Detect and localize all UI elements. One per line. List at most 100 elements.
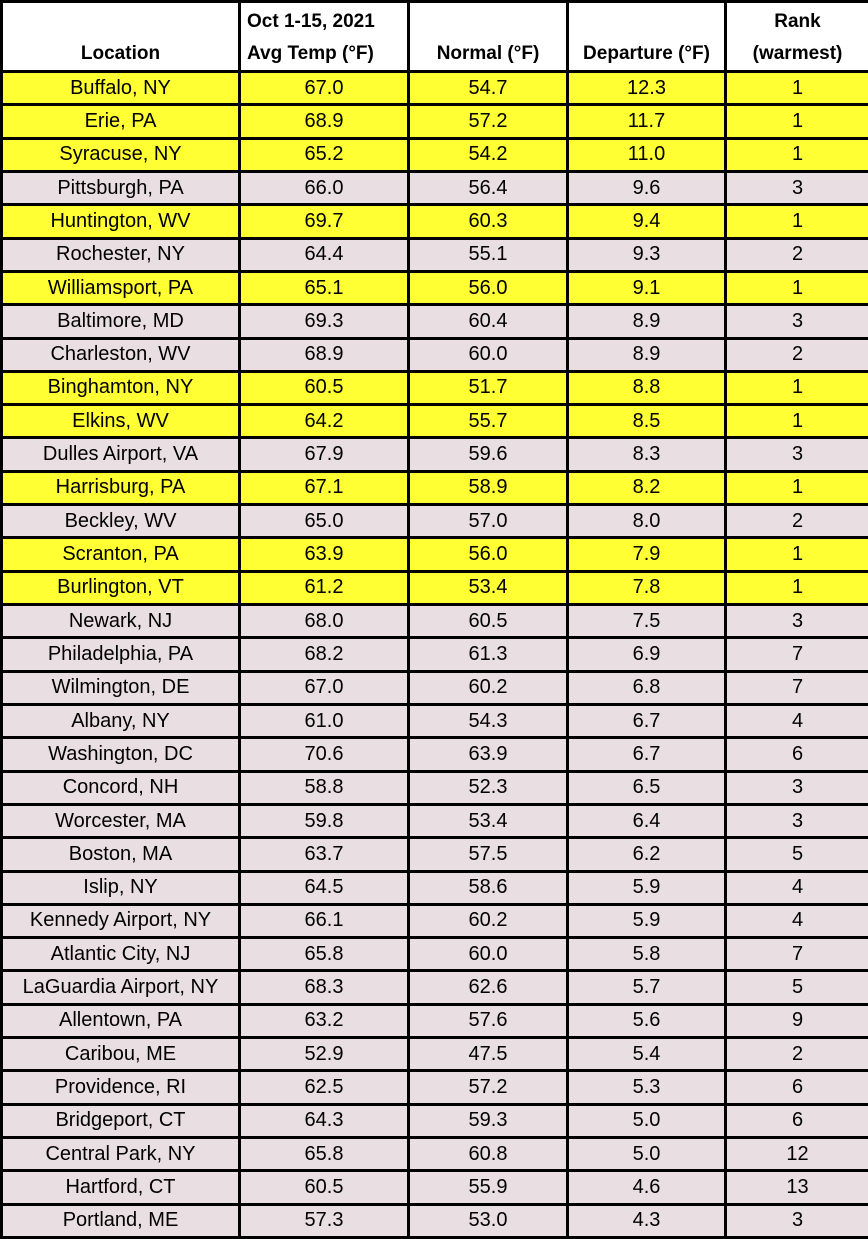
- cell-rank: 2: [724, 336, 868, 373]
- table-row: Beckley, WV 65.0 57.0 8.0 2: [0, 503, 868, 540]
- cell-avg-temp: 59.8: [238, 802, 410, 840]
- cell-location: LaGuardia Airport, NY: [0, 969, 241, 1006]
- table-row: Binghamton, NY 60.5 51.7 8.8 1: [0, 369, 868, 407]
- cell-normal: 57.5: [407, 836, 569, 873]
- table-row: Bridgeport, CT 64.3 59.3 5.0 6: [0, 1102, 868, 1140]
- cell-rank: 3: [724, 769, 868, 806]
- cell-avg-temp: 60.5: [238, 1169, 410, 1206]
- cell-location: Concord, NH: [0, 769, 241, 806]
- cell-avg-temp: 67.0: [238, 669, 410, 706]
- cell-avg-temp: 64.4: [238, 236, 410, 273]
- cell-avg-temp: 57.3: [238, 1202, 410, 1239]
- cell-location: Syracuse, NY: [0, 136, 241, 173]
- cell-rank: 3: [724, 436, 868, 473]
- table-row: Elkins, WV 64.2 55.7 8.5 1: [0, 403, 868, 440]
- cell-rank: 6: [724, 736, 868, 773]
- cell-location: Portland, ME: [0, 1202, 241, 1239]
- cell-normal: 60.8: [407, 1135, 569, 1173]
- cell-location: Charleston, WV: [0, 336, 241, 373]
- table-row: Caribou, ME 52.9 47.5 5.4 2: [0, 1036, 868, 1073]
- cell-normal: 47.5: [407, 1036, 569, 1073]
- cell-normal: 56.4: [407, 169, 569, 207]
- cell-avg-temp: 60.5: [238, 369, 410, 407]
- cell-departure: 5.0: [566, 1135, 727, 1173]
- cell-avg-temp: 70.6: [238, 736, 410, 773]
- header-location-line2: Location: [80, 43, 161, 64]
- cell-location: Baltimore, MD: [0, 303, 241, 340]
- cell-departure: 6.4: [566, 802, 727, 840]
- cell-avg-temp: 65.2: [238, 136, 410, 173]
- cell-departure: 6.5: [566, 769, 727, 806]
- cell-normal: 54.7: [407, 69, 569, 107]
- header-avg-temp-line1: Oct 1-15, 2021: [247, 11, 375, 32]
- cell-rank: 1: [724, 569, 868, 607]
- cell-departure: 6.7: [566, 702, 727, 740]
- cell-location: Allentown, PA: [0, 1002, 241, 1040]
- cell-rank: 3: [724, 1202, 868, 1239]
- cell-departure: 5.9: [566, 869, 727, 906]
- cell-departure: 5.0: [566, 1102, 727, 1140]
- table-row: Central Park, NY 65.8 60.8 5.0 12: [0, 1135, 868, 1173]
- cell-departure: 8.9: [566, 303, 727, 340]
- cell-normal: 55.1: [407, 236, 569, 273]
- cell-location: Washington, DC: [0, 736, 241, 773]
- cell-location: Wilmington, DE: [0, 669, 241, 706]
- table-row: Boston, MA 63.7 57.5 6.2 5: [0, 836, 868, 873]
- cell-avg-temp: 63.7: [238, 836, 410, 873]
- cell-rank: 5: [724, 969, 868, 1006]
- cell-departure: 8.8: [566, 369, 727, 407]
- cell-avg-temp: 65.1: [238, 269, 410, 307]
- cell-departure: 9.1: [566, 269, 727, 307]
- cell-departure: 7.9: [566, 536, 727, 573]
- cell-rank: 12: [724, 1135, 868, 1173]
- cell-normal: 54.2: [407, 136, 569, 173]
- cell-rank: 3: [724, 169, 868, 207]
- cell-normal: 57.2: [407, 1069, 569, 1106]
- header-row: Location Oct 1-15, 2021 Avg Temp (°F) No…: [0, 0, 868, 73]
- cell-location: Elkins, WV: [0, 403, 241, 440]
- cell-normal: 63.9: [407, 736, 569, 773]
- cell-rank: 7: [724, 936, 868, 973]
- table-row: Providence, RI 62.5 57.2 5.3 6: [0, 1069, 868, 1106]
- cell-rank: 13: [724, 1169, 868, 1206]
- header-departure-line2: Departure (°F): [583, 43, 710, 64]
- cell-location: Burlington, VT: [0, 569, 241, 607]
- table-row: Hartford, CT 60.5 55.9 4.6 13: [0, 1169, 868, 1206]
- cell-avg-temp: 65.8: [238, 1135, 410, 1173]
- cell-departure: 11.0: [566, 136, 727, 173]
- cell-location: Beckley, WV: [0, 503, 241, 540]
- cell-avg-temp: 62.5: [238, 1069, 410, 1106]
- cell-avg-temp: 65.0: [238, 503, 410, 540]
- cell-location: Williamsport, PA: [0, 269, 241, 307]
- cell-avg-temp: 65.8: [238, 936, 410, 973]
- table-row: Baltimore, MD 69.3 60.4 8.9 3: [0, 303, 868, 340]
- cell-rank: 4: [724, 902, 868, 940]
- cell-location: Newark, NJ: [0, 602, 241, 640]
- cell-avg-temp: 68.0: [238, 602, 410, 640]
- cell-location: Boston, MA: [0, 836, 241, 873]
- cell-normal: 60.5: [407, 602, 569, 640]
- cell-normal: 57.0: [407, 503, 569, 540]
- cell-departure: 5.6: [566, 1002, 727, 1040]
- cell-departure: 7.8: [566, 569, 727, 607]
- cell-normal: 52.3: [407, 769, 569, 806]
- table-row: Syracuse, NY 65.2 54.2 11.0 1: [0, 136, 868, 173]
- cell-location: Atlantic City, NJ: [0, 936, 241, 973]
- cell-rank: 1: [724, 369, 868, 407]
- cell-avg-temp: 61.2: [238, 569, 410, 607]
- cell-location: Philadelphia, PA: [0, 636, 241, 673]
- cell-normal: 60.0: [407, 336, 569, 373]
- cell-avg-temp: 67.9: [238, 436, 410, 473]
- cell-rank: 7: [724, 636, 868, 673]
- header-location: Location: [0, 0, 241, 73]
- cell-rank: 4: [724, 869, 868, 906]
- cell-normal: 56.0: [407, 536, 569, 573]
- cell-avg-temp: 61.0: [238, 702, 410, 740]
- cell-avg-temp: 69.3: [238, 303, 410, 340]
- cell-departure: 6.8: [566, 669, 727, 706]
- table-row: Washington, DC 70.6 63.9 6.7 6: [0, 736, 868, 773]
- cell-normal: 58.6: [407, 869, 569, 906]
- table-row: Burlington, VT 61.2 53.4 7.8 1: [0, 569, 868, 607]
- cell-normal: 57.6: [407, 1002, 569, 1040]
- cell-normal: 53.4: [407, 802, 569, 840]
